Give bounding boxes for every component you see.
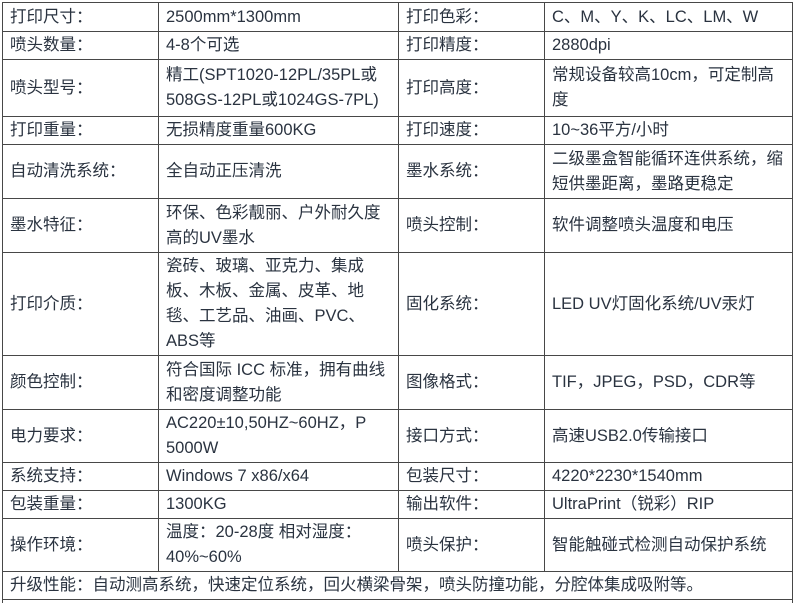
- spec-label: 固化系统：: [398, 252, 545, 356]
- spec-label: 喷头保护：: [398, 518, 545, 572]
- spec-label: 打印尺寸：: [2, 2, 159, 32]
- spec-value: 智能触碰式检测自动保护系统: [544, 518, 793, 572]
- spec-row: 电力要求： AC220±10,50HZ~60HZ，P 5000W 接口方式： 高…: [2, 409, 793, 463]
- spec-label: 打印重量：: [2, 116, 159, 145]
- spec-value: 4-8个可选: [158, 31, 399, 60]
- spec-value: LED UV灯固化系统/UV汞灯: [544, 252, 793, 356]
- spec-value: UltraPrint（锐彩）RIP: [544, 490, 793, 519]
- spec-label: 自动清洗系统：: [2, 144, 159, 199]
- spec-row: 包装重量： 1300KG 输出软件： UltraPrint（锐彩）RIP: [2, 490, 793, 519]
- spec-row: 打印尺寸： 2500mm*1300mm 打印色彩： C、M、Y、K、LC、LM、…: [2, 2, 793, 32]
- spec-value: C、M、Y、K、LC、LM、W: [544, 2, 793, 32]
- spec-value: 二级墨盒智能循环连供系统，缩短供墨距离，墨路更稳定: [544, 144, 793, 199]
- spec-label: 打印高度：: [398, 59, 545, 117]
- spec-value: 2880dpi: [544, 31, 793, 60]
- spec-label: 打印色彩：: [398, 2, 545, 32]
- spec-value: 温度：20-28度 相对湿度：40%~60%: [158, 518, 399, 572]
- spec-value: TIF，JPEG，PSD，CDR等: [544, 355, 793, 410]
- spec-row: 自动清洗系统： 全自动正压清洗 墨水系统： 二级墨盒智能循环连供系统，缩短供墨距…: [2, 144, 793, 199]
- spec-label: 包装尺寸：: [398, 462, 545, 491]
- upgrade-performance-row: 升级性能：自动测高系统，快速定位系统，回火横梁骨架，喷头防撞功能，分腔体集成吸附…: [2, 571, 793, 600]
- spec-label: 输出软件：: [398, 490, 545, 519]
- spec-value: 常规设备较高10cm，可定制高度: [544, 59, 793, 117]
- spec-value: 符合国际 ICC 标准，拥有曲线和密度调整功能: [158, 355, 399, 410]
- spec-row: 墨水特征： 环保、色彩靓丽、户外耐久度高的UV墨水 喷头控制： 软件调整喷头温度…: [2, 198, 793, 253]
- spec-label: 喷头数量：: [2, 31, 159, 60]
- spec-row: 打印重量： 无损精度重量600KG 打印速度： 10~36平方/小时: [2, 116, 793, 145]
- spec-label: 图像格式：: [398, 355, 545, 410]
- spec-label: 打印速度：: [398, 116, 545, 145]
- spec-label: 墨水特征：: [2, 198, 159, 253]
- spec-label: 接口方式：: [398, 409, 545, 463]
- spec-label: 墨水系统：: [398, 144, 545, 199]
- spec-label: 喷头型号：: [2, 59, 159, 117]
- spec-label: 电力要求：: [2, 409, 159, 463]
- spec-value: 全自动正压清洗: [158, 144, 399, 199]
- upgrade-performance-text: 升级性能：自动测高系统，快速定位系统，回火横梁骨架，喷头防撞功能，分腔体集成吸附…: [2, 571, 793, 600]
- spec-label: 喷头控制：: [398, 198, 545, 253]
- spec-value: 瓷砖、玻璃、亚克力、集成板、木板、金属、皮革、地毯、工艺品、油画、PVC、ABS…: [158, 252, 399, 356]
- spec-label: 颜色控制：: [2, 355, 159, 410]
- spec-value: 软件调整喷头温度和电压: [544, 198, 793, 253]
- spec-value: 环保、色彩靓丽、户外耐久度高的UV墨水: [158, 198, 399, 253]
- spec-row: 打印介质： 瓷砖、玻璃、亚克力、集成板、木板、金属、皮革、地毯、工艺品、油画、P…: [2, 252, 793, 356]
- spec-value: 无损精度重量600KG: [158, 116, 399, 145]
- spec-label: 包装重量：: [2, 490, 159, 519]
- spec-label: 系统支持：: [2, 462, 159, 491]
- note-text: *以上参数仅作参考，具体参数可根据客户要求定制: [2, 599, 793, 603]
- spec-label: 打印精度：: [398, 31, 545, 60]
- spec-value: Windows 7 x86/x64: [158, 462, 399, 491]
- spec-value: AC220±10,50HZ~60HZ，P 5000W: [158, 409, 399, 463]
- spec-value: 4220*2230*1540mm: [544, 462, 793, 491]
- spec-row: 颜色控制： 符合国际 ICC 标准，拥有曲线和密度调整功能 图像格式： TIF，…: [2, 355, 793, 410]
- spec-value: 1300KG: [158, 490, 399, 519]
- spec-row: 系统支持： Windows 7 x86/x64 包装尺寸： 4220*2230*…: [2, 462, 793, 491]
- spec-value: 精工(SPT1020-12PL/35PL或508GS-12PL或1024GS-7…: [158, 59, 399, 117]
- note-row: *以上参数仅作参考，具体参数可根据客户要求定制: [2, 599, 793, 603]
- spec-row: 喷头型号： 精工(SPT1020-12PL/35PL或508GS-12PL或10…: [2, 59, 793, 117]
- spec-row: 操作环境： 温度：20-28度 相对湿度：40%~60% 喷头保护： 智能触碰式…: [2, 518, 793, 572]
- spec-row: 喷头数量： 4-8个可选 打印精度： 2880dpi: [2, 31, 793, 60]
- spec-value: 2500mm*1300mm: [158, 2, 399, 32]
- spec-label: 打印介质：: [2, 252, 159, 356]
- spec-value: 高速USB2.0传输接口: [544, 409, 793, 463]
- spec-label: 操作环境：: [2, 518, 159, 572]
- spec-value: 10~36平方/小时: [544, 116, 793, 145]
